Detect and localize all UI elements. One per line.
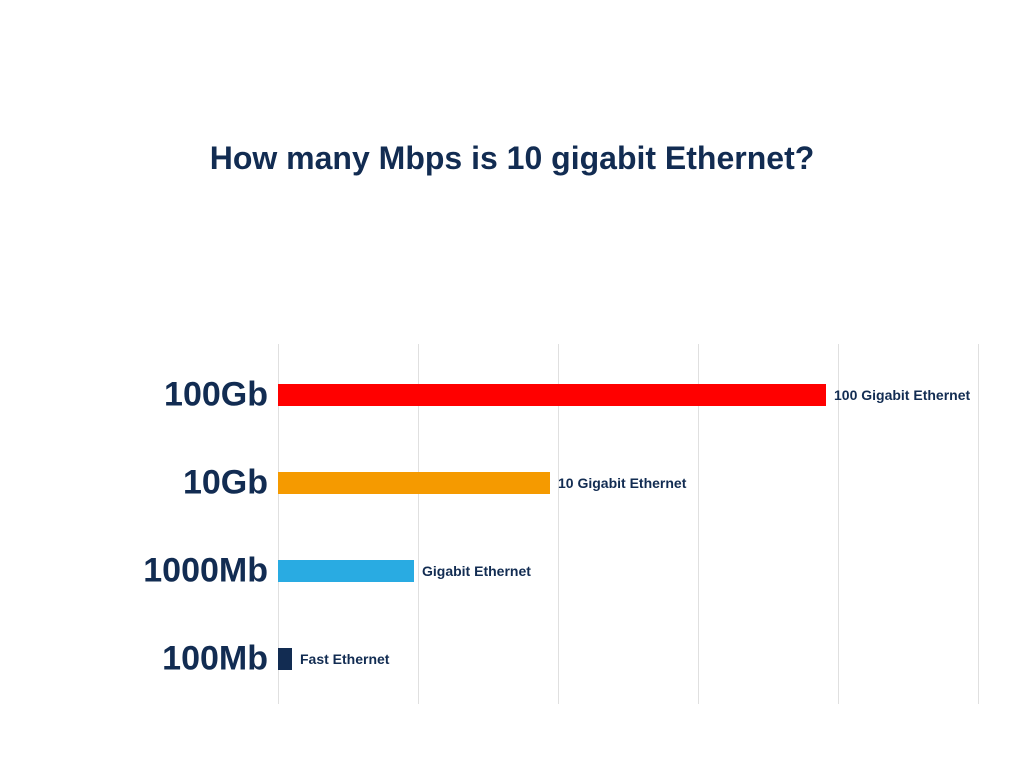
bar-label: 10 Gigabit Ethernet: [558, 475, 686, 491]
bar: [278, 384, 826, 406]
chart-row: 100Gb100 Gigabit Ethernet: [278, 384, 983, 406]
y-axis-label: 10Gb: [183, 464, 268, 503]
bar-label: Fast Ethernet: [300, 651, 389, 667]
bar-label: Gigabit Ethernet: [422, 563, 531, 579]
ethernet-bar-chart: 100Gb100 Gigabit Ethernet 10Gb10 Gigabit …: [278, 344, 983, 704]
bar: [278, 472, 550, 494]
chart-row: 100MbFast Ethernet: [278, 648, 983, 670]
chart-row: 10Gb10 Gigabit Ethernet: [278, 472, 983, 494]
bar: [278, 560, 414, 582]
y-axis-label: 1000Mb: [143, 552, 268, 591]
bar: [278, 648, 292, 670]
y-axis-label: 100Gb: [164, 376, 268, 415]
bar-label: 100 Gigabit Ethernet: [834, 387, 970, 403]
y-axis-label: 100Mb: [162, 640, 268, 679]
page-title: How many Mbps is 10 gigabit Ethernet?: [0, 140, 1024, 177]
chart-row: 1000MbGigabit Ethernet: [278, 560, 983, 582]
